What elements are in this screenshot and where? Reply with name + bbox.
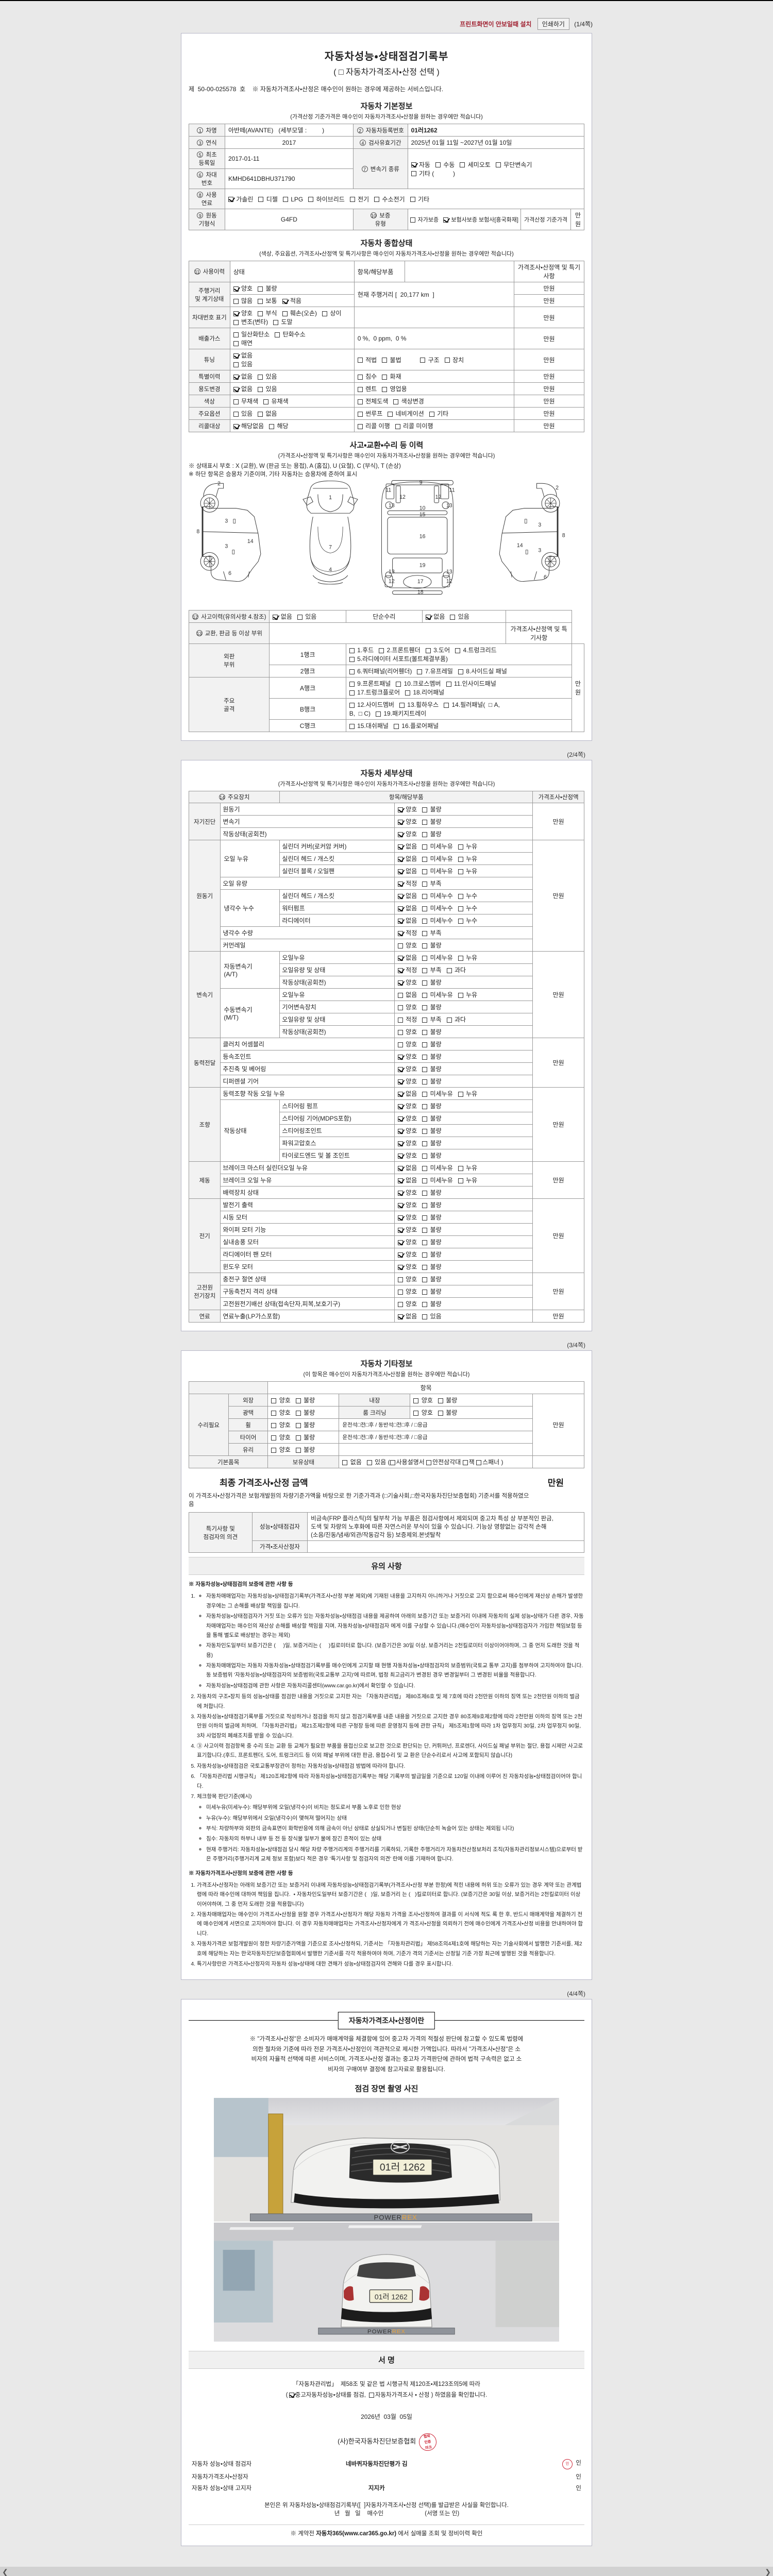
svg-text:18: 18 <box>417 589 424 596</box>
svg-text:7: 7 <box>329 545 332 551</box>
svg-text:16: 16 <box>419 533 426 539</box>
svg-text:15: 15 <box>419 512 426 518</box>
svg-text:01러 1262: 01러 1262 <box>380 2162 425 2174</box>
svg-text:13: 13 <box>446 503 452 509</box>
svg-text:13: 13 <box>389 503 395 509</box>
svg-text:2: 2 <box>556 485 559 491</box>
svg-text:3: 3 <box>538 547 541 553</box>
svg-text:12: 12 <box>435 494 442 500</box>
svg-text:4: 4 <box>329 567 332 573</box>
svg-text:13: 13 <box>389 569 395 575</box>
svg-text:14: 14 <box>517 543 523 549</box>
svg-text:6: 6 <box>228 570 231 577</box>
svg-text:3: 3 <box>538 522 541 528</box>
svg-text:12: 12 <box>446 578 452 584</box>
svg-text:3: 3 <box>225 518 228 524</box>
svg-text:11: 11 <box>385 487 391 494</box>
svg-text:1: 1 <box>329 495 332 501</box>
svg-text:12: 12 <box>389 578 395 584</box>
svg-text:9: 9 <box>419 480 423 486</box>
svg-text:01러 1262: 01러 1262 <box>375 2293 408 2301</box>
svg-text:17: 17 <box>417 579 424 585</box>
svg-text:6: 6 <box>544 574 547 581</box>
svg-text:14: 14 <box>247 538 254 545</box>
svg-text:8: 8 <box>562 532 565 538</box>
svg-text:13: 13 <box>446 569 452 575</box>
svg-text:11: 11 <box>449 487 455 494</box>
svg-text:19: 19 <box>419 562 426 568</box>
svg-text:POWERREX: POWERREX <box>374 2214 417 2222</box>
svg-text:POWERREX: POWERREX <box>367 2329 406 2335</box>
svg-text:10: 10 <box>419 505 426 511</box>
svg-text:2: 2 <box>217 481 221 487</box>
svg-text:8: 8 <box>196 529 199 535</box>
svg-text:3: 3 <box>225 544 228 550</box>
svg-text:12: 12 <box>399 494 406 500</box>
